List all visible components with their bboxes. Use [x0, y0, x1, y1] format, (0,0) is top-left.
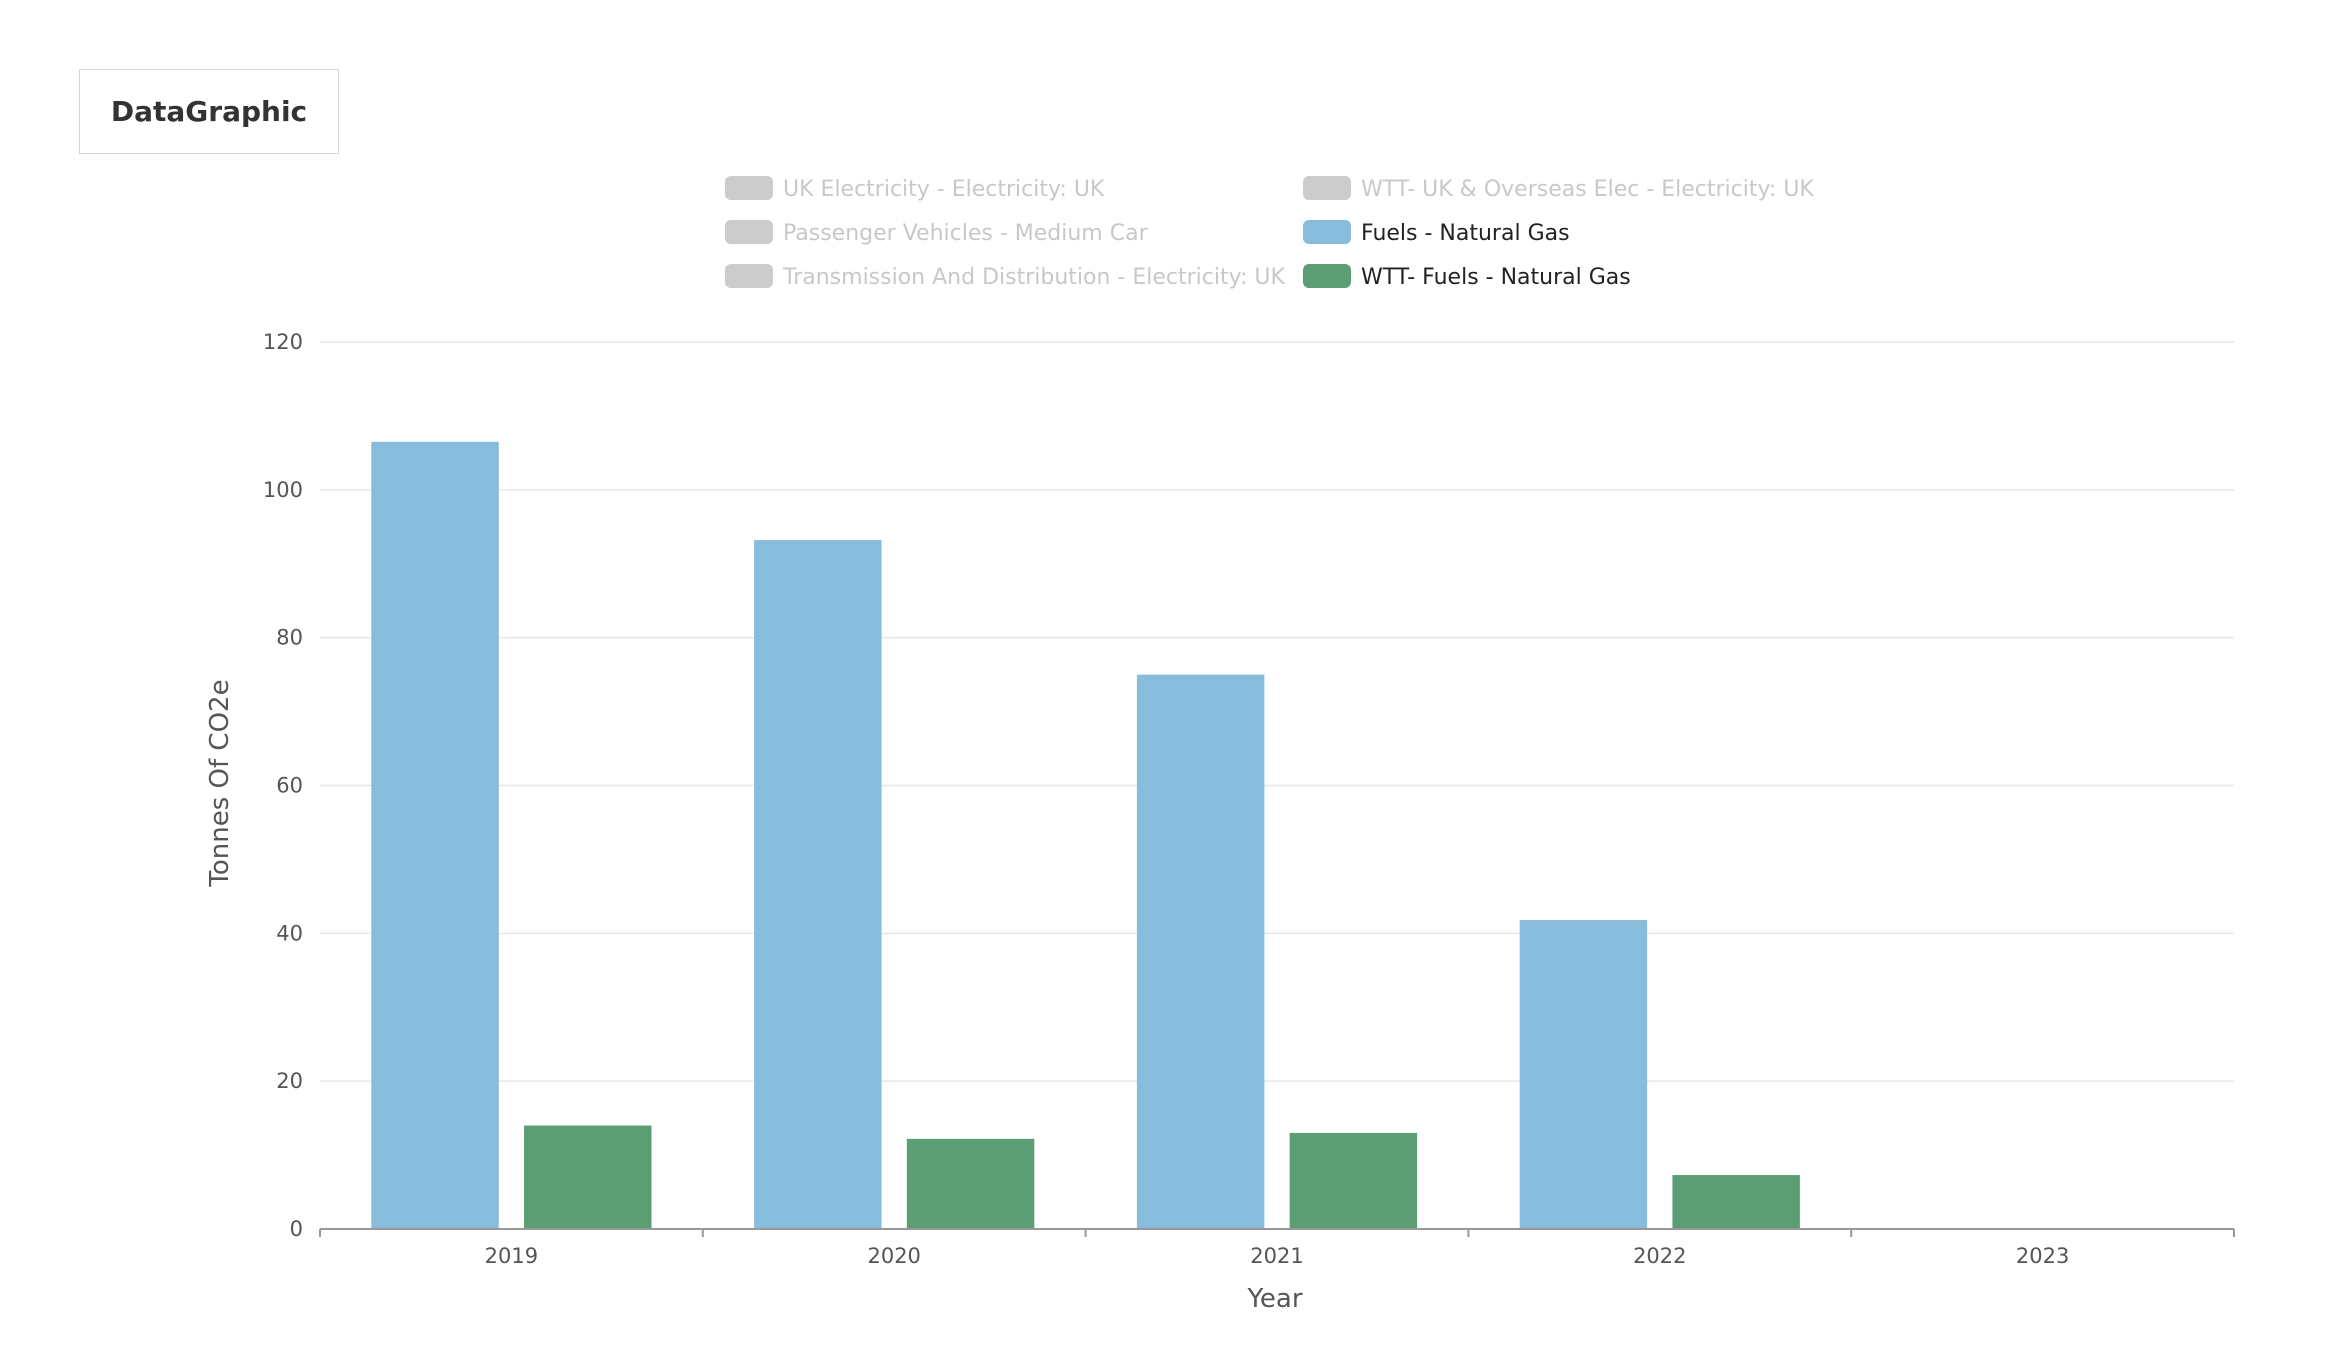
- legend-swatch: [1303, 264, 1351, 288]
- y-axis-title: Tonnes Of CO2e: [205, 679, 235, 887]
- bar-fuels-natural-gas-2019[interactable]: [371, 441, 499, 1230]
- legend-label: Passenger Vehicles - Medium Car: [783, 221, 1149, 246]
- legend-label: WTT- UK & Overseas Elec - Electricity: U…: [1361, 177, 1814, 202]
- x-axis: [319, 1228, 2235, 1237]
- y-tick-label: 60: [276, 774, 303, 798]
- bar-wtt-fuels-natural-gas-2022[interactable]: [1672, 1175, 1800, 1229]
- y-tick-label: 40: [276, 921, 303, 945]
- bar-wtt-fuels-natural-gas-2020[interactable]: [906, 1138, 1035, 1229]
- x-tick-label: 2021: [1250, 1244, 1303, 1268]
- chart-title-tab[interactable]: DataGraphic: [79, 69, 339, 154]
- y-tick-label: 0: [290, 1217, 303, 1241]
- x-tick-label: 2019: [485, 1244, 538, 1268]
- legend-swatch: [725, 220, 773, 244]
- legend-item[interactable]: Fuels - Natural Gas: [1303, 220, 1570, 246]
- y-axis-ticks: 0 20 40 60 80 100 120: [263, 330, 303, 1241]
- x-tick-label: 2023: [2016, 1244, 2069, 1268]
- x-tick-label: 2022: [1633, 1244, 1686, 1268]
- bar-fuels-natural-gas-2020[interactable]: [754, 540, 882, 1229]
- legend-item[interactable]: WTT- UK & Overseas Elec - Electricity: U…: [1303, 176, 1814, 202]
- legend-label: Fuels - Natural Gas: [1361, 221, 1570, 246]
- legend-label: WTT- Fuels - Natural Gas: [1361, 265, 1631, 290]
- legend-item[interactable]: WTT- Fuels - Natural Gas: [1303, 264, 1631, 290]
- bar-wtt-fuels-natural-gas-2021[interactable]: [1289, 1132, 1418, 1229]
- legend: UK Electricity - Electricity: UK WTT- UK …: [725, 176, 1814, 290]
- bar-wtt-fuels-natural-gas-2019[interactable]: [524, 1125, 652, 1229]
- legend-item[interactable]: UK Electricity - Electricity: UK: [725, 176, 1105, 202]
- legend-label: UK Electricity - Electricity: UK: [783, 177, 1105, 202]
- legend-swatch: [725, 176, 773, 200]
- x-tick-label: 2020: [867, 1244, 920, 1268]
- bar-fuels-natural-gas-2022[interactable]: [1519, 920, 1648, 1229]
- grid-lines: [320, 341, 2234, 1082]
- legend-item[interactable]: Transmission And Distribution - Electric…: [725, 264, 1286, 290]
- legend-item[interactable]: Passenger Vehicles - Medium Car: [725, 220, 1149, 246]
- legend-swatch: [1303, 176, 1351, 200]
- y-tick-label: 80: [276, 626, 303, 650]
- bars: [371, 441, 1800, 1230]
- y-tick-label: 120: [263, 330, 303, 354]
- legend-label: Transmission And Distribution - Electric…: [782, 265, 1286, 290]
- bar-fuels-natural-gas-2021[interactable]: [1136, 674, 1265, 1229]
- x-axis-ticks: 2019 2020 2021 2022 2023: [485, 1244, 2070, 1268]
- legend-swatch: [725, 264, 773, 288]
- x-axis-title: Year: [1246, 1284, 1302, 1314]
- y-tick-label: 20: [276, 1069, 303, 1093]
- legend-swatch: [1303, 220, 1351, 244]
- y-tick-label: 100: [263, 478, 303, 502]
